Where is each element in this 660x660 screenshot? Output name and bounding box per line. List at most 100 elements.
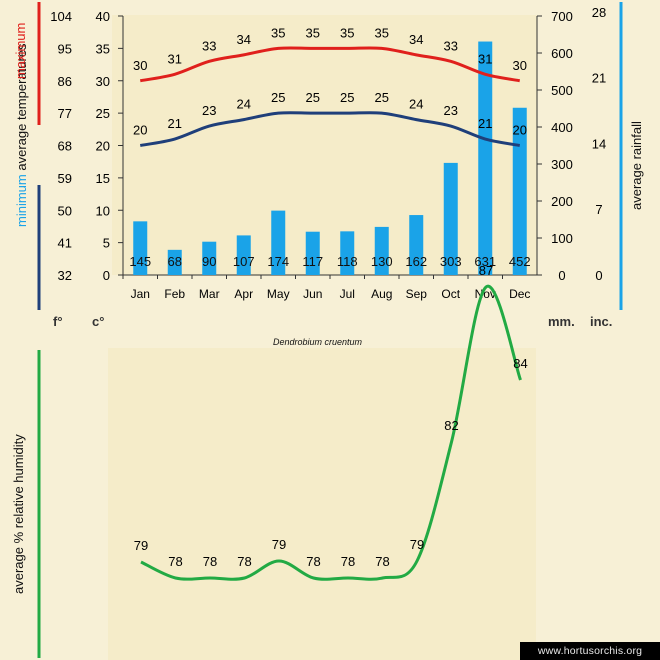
max-temperature-line [139,46,521,83]
max-temperature-label: 31 [478,51,492,66]
y-tick-label-inches: 21 [592,71,606,86]
max-temperature-label: 35 [340,25,354,40]
humidity-plot-area [108,348,536,660]
max-temperature-label: 33 [444,38,458,53]
y-tick-label-celsius: 30 [96,74,110,89]
y-tick-label-fahrenheit: 86 [58,74,72,89]
rainfall-value-label: 130 [371,254,393,269]
x-tick-label-sep: Sep [406,287,428,301]
y-tick-label-mm: 100 [551,231,573,246]
y-tick-label-celsius: 0 [103,268,110,283]
min-temperature-label: 21 [168,116,182,131]
humidity-label-jan: 79 [134,538,148,553]
y-tick-label-celsius: 5 [103,236,110,251]
y-tick-label-mm: 200 [551,194,573,209]
humidity-label-apr: 78 [237,554,251,569]
max-temperature-label: 35 [306,25,320,40]
rainfall-bar-jul [340,231,355,275]
humidity-label-feb: 78 [168,554,182,569]
max-temperature-label: 31 [168,51,182,66]
humidity-label-jun: 78 [306,554,320,569]
y-tick-label-inches: 28 [592,5,606,20]
rainfall-value-label: 145 [129,254,151,269]
humidity-label-may: 79 [272,537,286,552]
y-tick-label-mm: 400 [551,120,573,135]
temperature-rainfall-plot-area [112,15,537,275]
x-tick-label-dec: Dec [509,287,530,301]
y-tick-label-inches: 14 [592,136,606,151]
rainfall-value-label: 90 [202,254,216,269]
watermark: www.hortusorchis.org [520,642,660,660]
y-tick-label-mm: 600 [551,46,573,61]
y-tick-label-celsius: 40 [96,9,110,24]
rainfall-bar-jun [305,231,320,275]
x-tick-label-jun: Jun [303,287,322,301]
humidity-label-oct: 82 [444,418,458,433]
unit-celsius: c° [92,314,105,329]
humidity-label-jul: 78 [341,554,355,569]
unit-fahrenheit: f° [53,314,63,329]
humidity-label-mar: 78 [203,554,217,569]
rainfall-bar-nov [478,41,493,275]
y-tick-label-mm: 0 [558,268,565,283]
y-tick-label-inches: 0 [595,268,602,283]
rainfall-bar-oct [443,162,458,275]
max-temperature-label: 35 [375,25,389,40]
y-tick-label-fahrenheit: 77 [58,106,72,121]
min-temperature-label: 24 [237,97,251,112]
humidity-label-dec: 84 [513,356,527,371]
rainfall-bar-may [271,210,286,275]
x-tick-label-jul: Jul [340,287,355,301]
x-tick-label-mar: Mar [199,287,220,301]
rainfall-bar-aug [374,226,389,275]
rainfall-value-label: 68 [168,254,182,269]
x-tick-label-apr: Apr [234,287,253,301]
y-tick-label-fahrenheit: 59 [58,171,72,186]
max-temperature-label: 33 [202,38,216,53]
humidity-label-aug: 78 [375,554,389,569]
rainfall-bar-feb [167,249,182,275]
rainfall-value-label: 162 [405,254,427,269]
y-tick-label-fahrenheit: 104 [50,9,72,24]
min-temperature-label: 20 [133,123,147,138]
y-tick-label-celsius: 10 [96,203,110,218]
rainfall-value-label: 117 [302,254,323,269]
y-tick-label-mm: 300 [551,157,573,172]
x-tick-label-oct: Oct [441,287,460,301]
min-temperature-label: 23 [202,103,216,118]
y-tick-label-celsius: 25 [96,106,110,121]
x-tick-label-may: May [267,287,290,301]
y-tick-label-fahrenheit: 41 [58,236,72,251]
rainfall-bar-mar [202,241,217,275]
unit-inches: inc. [590,314,613,329]
min-temperature-label: 23 [444,103,458,118]
rainfall-bar-jan [133,221,148,275]
y-tick-label-mm: 700 [551,9,573,24]
rainfall-value-label: 118 [337,254,358,269]
unit-mm: mm. [548,314,575,329]
rainfall-value-label: 631 [474,254,496,269]
humidity-label-sep: 79 [410,537,424,552]
rainfall-bar-apr [236,235,251,275]
x-tick-label-feb: Feb [164,287,185,301]
x-tick-label-aug: Aug [371,287,392,301]
min-temperature-label: 25 [375,90,389,105]
max-temperature-label: 34 [237,32,251,47]
y-tick-label-mm: 500 [551,83,573,98]
y-tick-label-inches: 7 [595,202,602,217]
max-temperature-label: 34 [409,32,423,47]
y-tick-label-fahrenheit: 32 [58,268,72,283]
min-temperature-label: 25 [340,90,354,105]
max-temperature-label: 30 [133,58,147,73]
rainfall-bar-sep [409,215,424,275]
y-tick-label-fahrenheit: 68 [58,139,72,154]
min-temperature-label: 24 [409,97,423,112]
species-caption: Dendrobium cruentum [273,337,363,347]
min-temperature-label: 25 [271,90,285,105]
y-tick-label-celsius: 15 [96,171,110,186]
rainfall-value-label: 107 [233,254,255,269]
humidity-line [140,284,522,581]
max-temperature-label: 35 [271,25,285,40]
rainfall-value-label: 174 [267,254,289,269]
